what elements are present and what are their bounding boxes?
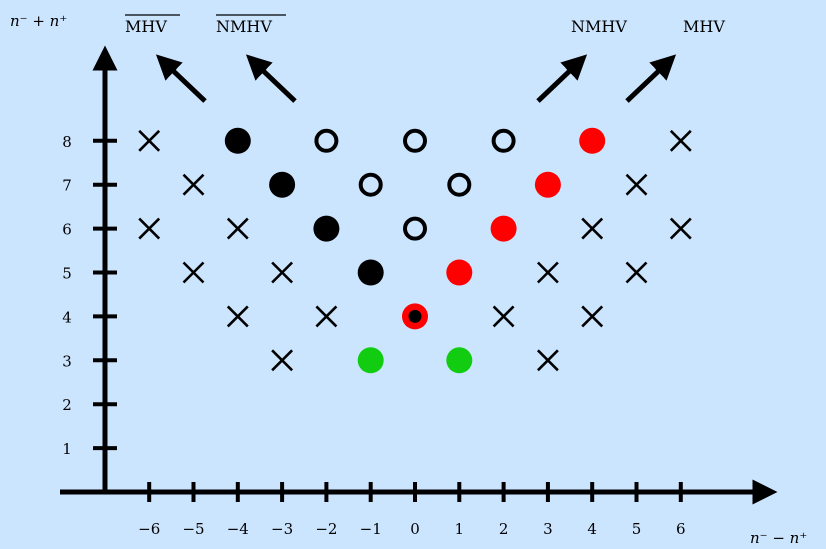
arrow-mhv (625, 54, 677, 103)
y-tick-label: 3 (62, 352, 72, 370)
black-dot-marker (224, 127, 251, 154)
ring-marker (447, 172, 472, 197)
direction-arrows (155, 54, 677, 103)
cross-marker (271, 261, 294, 284)
x-tick-label: −3 (271, 520, 293, 538)
y-tick-label: 6 (62, 221, 72, 239)
black-dot-marker (357, 259, 384, 286)
x-axis-title: n⁻ − n⁺ (750, 529, 807, 547)
cross-marker (182, 261, 205, 284)
x-tick-labels: −6 −5 −4 −3 −2 −1 0 1 2 3 4 5 6 (138, 520, 685, 538)
cross-marker (182, 173, 205, 196)
black-dot-marker (313, 215, 340, 242)
cross-marker (581, 305, 604, 328)
x-tick-label: 0 (410, 520, 420, 538)
ring-marker (403, 216, 427, 241)
x-tick-label: −6 (138, 520, 160, 538)
label-mhv: MHV (683, 17, 725, 36)
cross-marker (226, 305, 249, 328)
cross-marker (536, 261, 559, 284)
arrow-nmhv-bar (245, 54, 297, 103)
x-tick-label: 4 (587, 520, 597, 538)
red-dot-marker (446, 259, 473, 286)
x-tick-label: 5 (632, 520, 642, 538)
cross-marker (271, 349, 294, 372)
red-dot-marker (490, 215, 517, 242)
label-nmhv: NMHV (571, 17, 627, 36)
cross-marker (581, 217, 604, 240)
label-mhv-bar: MHV (125, 17, 167, 36)
cross-marker (226, 217, 249, 240)
cross-marker (315, 305, 338, 328)
cross-marker (625, 173, 648, 196)
green-dot-marker (446, 347, 473, 374)
black-dot-marker (269, 171, 296, 198)
y-ticks (93, 138, 117, 451)
ring-marker (491, 128, 516, 153)
ring-marker (358, 172, 383, 197)
x-tick-label: −4 (227, 520, 249, 538)
x-tick-label: −1 (360, 520, 382, 538)
x-tick-label: 1 (455, 520, 465, 538)
x-ticks (147, 482, 683, 502)
cross-marker (138, 129, 161, 152)
cross-marker (492, 305, 515, 328)
markers (138, 127, 692, 374)
cross-marker (138, 217, 161, 240)
red-dot-marker (579, 127, 606, 154)
arrow-mhv-bar (155, 54, 207, 103)
x-tick-label: −2 (315, 520, 337, 538)
y-tick-label: 1 (62, 440, 72, 458)
red-black-dot-marker (402, 303, 428, 330)
cross-marker (669, 217, 692, 240)
y-tick-label: 4 (62, 308, 72, 326)
x-tick-label: 6 (676, 520, 686, 538)
axes (60, 45, 778, 505)
red-dot-marker (534, 171, 561, 198)
cross-marker (536, 349, 559, 372)
ring-marker (314, 128, 339, 153)
label-nmhv-bar: NMHV (216, 17, 272, 36)
y-tick-label: 2 (62, 396, 72, 414)
y-axis-title: n⁻ + n⁺ (10, 12, 67, 30)
x-tick-label: 3 (543, 520, 553, 538)
corner-labels: MHV NMHV NMHV MHV (125, 14, 725, 36)
y-tick-label: 5 (62, 265, 72, 283)
y-tick-label: 8 (62, 133, 72, 151)
x-tick-label: −5 (182, 520, 204, 538)
green-dot-marker (357, 347, 384, 374)
cross-marker (625, 261, 648, 284)
y-tick-label: 7 (62, 177, 72, 195)
y-tick-labels: 1 2 3 4 5 6 7 8 (62, 133, 72, 458)
ring-marker (403, 128, 427, 153)
cross-marker (669, 129, 692, 152)
x-tick-label: 2 (499, 520, 509, 538)
arrow-nmhv (536, 54, 588, 103)
